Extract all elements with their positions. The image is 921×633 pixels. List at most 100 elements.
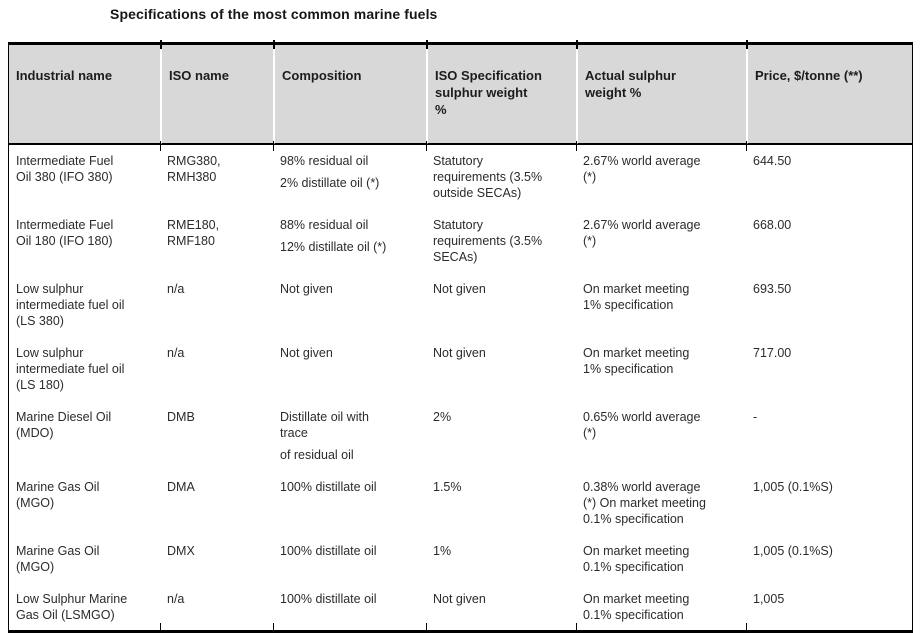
table-cell: DMA	[160, 471, 273, 535]
table-cell: 1%	[426, 535, 576, 583]
table-cell: 2.67% world average (*)	[576, 209, 746, 273]
table-cell: 1,005	[746, 583, 912, 623]
cell-text: Statutory requirements (3.5% outside SEC…	[433, 154, 543, 200]
table-cell: Not given	[273, 273, 426, 337]
cell-text: Low Sulphur Marine Gas Oil (LSMGO)	[16, 592, 128, 622]
column-header-iso-name: ISO name	[160, 40, 273, 151]
table-cell: n/a	[160, 273, 273, 337]
page-title: Specifications of the most common marine…	[110, 6, 438, 22]
cell-text: 1%	[433, 544, 452, 558]
table-cell: 1.5%	[426, 471, 576, 535]
cell-text: 1,005	[753, 592, 785, 606]
cell-text: Not given	[280, 346, 333, 360]
table-cell: Marine Gas Oil (MGO)	[9, 535, 160, 583]
cell-text: 2% distillate oil (*)	[280, 176, 380, 190]
cell-text: Marine Diesel Oil (MDO)	[16, 410, 112, 440]
column-header-actual-sulphur: Actual sulphur weight %	[576, 40, 746, 151]
table-cell: Low Sulphur Marine Gas Oil (LSMGO)	[9, 583, 160, 623]
table-header: Industrial name ISO name Composition ISO…	[9, 40, 912, 151]
table-cell: -	[746, 401, 912, 471]
table-row: Low Sulphur Marine Gas Oil (LSMGO) n/a 100…	[9, 583, 912, 623]
table-cell: Statutory requirements (3.5% SECAs)	[426, 209, 576, 273]
cell-text: 100% distillate oil	[280, 480, 377, 494]
cell-text: RMG380, RMH380	[167, 154, 221, 184]
cell-text: -	[753, 410, 758, 424]
cell-text: Not given	[433, 592, 486, 606]
cell-text: n/a	[167, 346, 185, 360]
table-cell: On market meeting 0.1% specification	[576, 535, 746, 583]
table-row: Intermediate Fuel Oil 180 (IFO 180) RME18…	[9, 209, 912, 273]
table-row: Marine Gas Oil (MGO) DMA 100% distillate o…	[9, 471, 912, 535]
table-cell: DMX	[160, 535, 273, 583]
table-cell: 1,005 (0.1%S)	[746, 535, 912, 583]
cell-text: 98% residual oil	[280, 154, 369, 168]
cell-text: 100% distillate oil	[280, 592, 377, 606]
cell-text: of residual oil	[280, 448, 354, 462]
table-cell: 693.50	[746, 273, 912, 337]
table-row: Low sulphur intermediate fuel oil (LS 18…	[9, 337, 912, 401]
column-header-price: Price, $/tonne (**)	[746, 40, 912, 151]
table-cell: Statutory requirements (3.5% outside SEC…	[426, 145, 576, 209]
table-cell: Not given	[273, 337, 426, 401]
table-row: Marine Gas Oil (MGO) DMX 100% distillate o…	[9, 535, 912, 583]
column-boundary-tick	[746, 623, 912, 630]
cell-text: Distillate oil with trace	[280, 410, 369, 440]
column-boundary-tick	[9, 623, 160, 630]
cell-text: 1,005 (0.1%S)	[753, 544, 833, 558]
table-cell: 2.67% world average (*)	[576, 145, 746, 209]
table-cell: Low sulphur intermediate fuel oil (LS 38…	[9, 273, 160, 337]
table-cell: RMG380, RMH380	[160, 145, 273, 209]
table-row: Marine Diesel Oil (MDO) DMB Distillate oil…	[9, 401, 912, 471]
cell-text: Not given	[280, 282, 333, 296]
table-cell: Distillate oil with trace of residual oil	[273, 401, 426, 471]
table-cell: Not given	[426, 583, 576, 623]
table-body: Intermediate Fuel Oil 380 (IFO 380) RMG38…	[9, 145, 912, 630]
table-cell: 88% residual oil 12% distillate oil (*)	[273, 209, 426, 273]
cell-text: DMA	[167, 480, 195, 494]
table-cell: 644.50	[746, 145, 912, 209]
cell-text: On market meeting 0.1% specification	[583, 544, 690, 574]
column-boundary-tick	[576, 623, 746, 630]
table-cell: On market meeting 1% specification	[576, 337, 746, 401]
cell-text: n/a	[167, 282, 185, 296]
table-row: Intermediate Fuel Oil 380 (IFO 380) RMG38…	[9, 145, 912, 209]
table-cell: On market meeting 0.1% specification	[576, 583, 746, 623]
table-cell: Not given	[426, 337, 576, 401]
cell-text: DMX	[167, 544, 195, 558]
table-cell: n/a	[160, 583, 273, 623]
cell-text: Low sulphur intermediate fuel oil (LS 18…	[16, 346, 125, 392]
table-cell: 717.00	[746, 337, 912, 401]
table-cell: On market meeting 1% specification	[576, 273, 746, 337]
table-cell: 2%	[426, 401, 576, 471]
cell-text: 644.50	[753, 154, 792, 168]
cell-text: On market meeting 0.1% specification	[583, 592, 690, 622]
cell-text: 0.65% world average (*)	[583, 410, 701, 440]
header-row: Industrial name ISO name Composition ISO…	[9, 40, 912, 151]
cell-text: 2.67% world average (*)	[583, 154, 701, 184]
table-cell: 668.00	[746, 209, 912, 273]
cell-text: Not given	[433, 346, 486, 360]
cell-text: 1,005 (0.1%S)	[753, 480, 833, 494]
cell-text: 2.67% world average (*)	[583, 218, 701, 248]
table-cell: DMB	[160, 401, 273, 471]
cell-text: 12% distillate oil (*)	[280, 240, 387, 254]
column-header-industrial-name: Industrial name	[9, 45, 160, 145]
column-header-iso-spec-sulphur: ISO Specification sulphur weight %	[426, 40, 576, 151]
cell-text: Marine Gas Oil (MGO)	[16, 544, 100, 574]
cell-text: DMB	[167, 410, 195, 424]
table-cell: Intermediate Fuel Oil 380 (IFO 380)	[9, 145, 160, 209]
column-boundary-tick	[160, 623, 273, 630]
table-cell: Low sulphur intermediate fuel oil (LS 18…	[9, 337, 160, 401]
cell-text: 668.00	[753, 218, 792, 232]
table-cell: Marine Diesel Oil (MDO)	[9, 401, 160, 471]
cell-text: RME180, RMF180	[167, 218, 220, 248]
cell-text: Low sulphur intermediate fuel oil (LS 38…	[16, 282, 125, 328]
table-cell: 0.38% world average (*) On market meetin…	[576, 471, 746, 535]
table-cell: 0.65% world average (*)	[576, 401, 746, 471]
cell-text: 693.50	[753, 282, 792, 296]
cell-text: n/a	[167, 592, 185, 606]
cell-text: 0.38% world average (*) On market meetin…	[583, 480, 706, 526]
table-cell: Not given	[426, 273, 576, 337]
cell-text: 717.00	[753, 346, 792, 360]
